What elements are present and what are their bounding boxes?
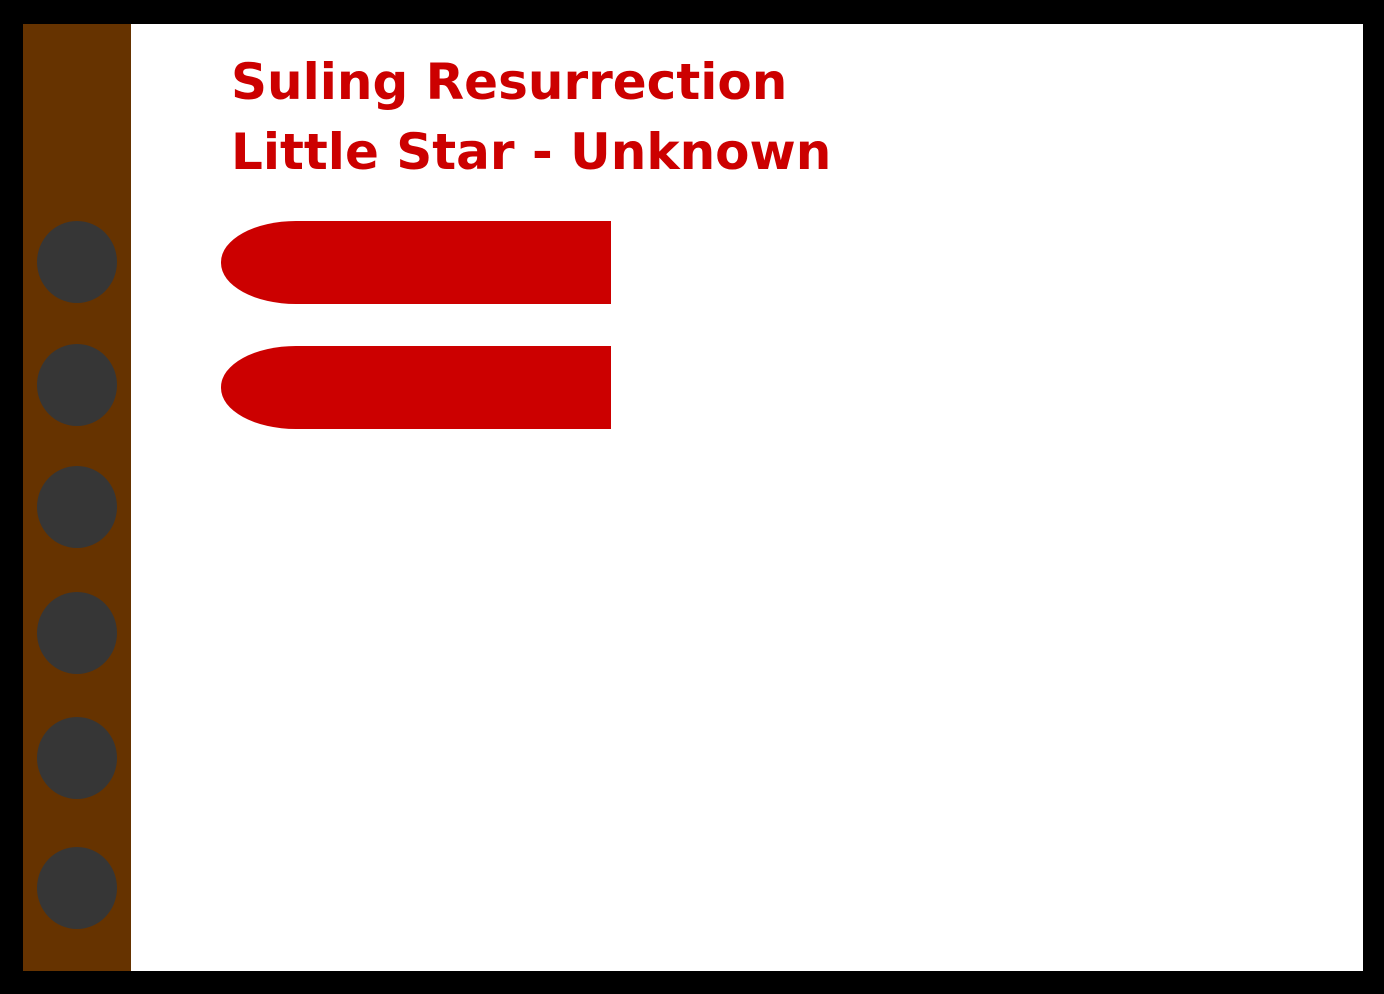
finger-hole-4[interactable]: [37, 592, 117, 674]
song-subtitle: Little Star - Unknown: [231, 123, 832, 181]
finger-hole-6[interactable]: [37, 847, 117, 929]
suling-body: [23, 24, 131, 971]
finger-hole-2[interactable]: [37, 344, 117, 426]
finger-hole-1[interactable]: [37, 221, 117, 303]
note-bar-1: [221, 221, 611, 304]
finger-hole-5[interactable]: [37, 717, 117, 799]
finger-hole-3[interactable]: [37, 466, 117, 548]
note-bar-2: [221, 346, 611, 429]
score-area: Suling Resurrection Little Star - Unknow…: [131, 24, 1363, 971]
song-title: Suling Resurrection: [231, 53, 788, 111]
